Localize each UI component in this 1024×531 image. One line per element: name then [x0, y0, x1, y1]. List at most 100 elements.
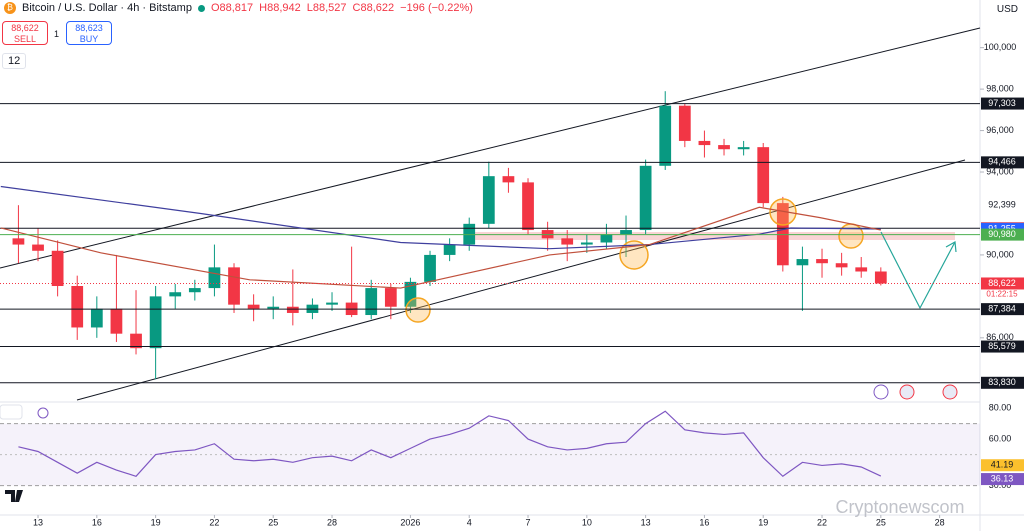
buy-button[interactable]: 88,623 BUY	[66, 21, 112, 45]
rsi-tick-label: 80.00	[989, 402, 1012, 412]
x-tick-label: 16	[92, 517, 102, 527]
ohlc-change: −196 (−0.22%)	[400, 2, 473, 14]
candle-body	[639, 165, 652, 231]
price-tag-label: 85,579	[988, 341, 1016, 351]
candle-body	[404, 281, 417, 307]
watermark: Cryptonewscom	[835, 497, 964, 517]
candle-body	[482, 176, 495, 224]
symbol-icon: ₿	[4, 2, 16, 14]
arrow-head	[945, 241, 957, 253]
price-tag-label: 87,384	[988, 304, 1016, 314]
pane-toggle[interactable]	[0, 404, 23, 420]
x-tick-label: 28	[935, 517, 945, 527]
candle-body	[600, 234, 613, 243]
price-tag-label: 97,303	[988, 98, 1016, 108]
candle-body	[110, 308, 123, 334]
candle-body	[365, 288, 378, 316]
candle-body	[718, 145, 730, 150]
resistance-zone	[475, 232, 955, 240]
price-tag	[981, 473, 1024, 486]
x-tick-label: 25	[876, 517, 886, 527]
symbol-title[interactable]: Bitcoin / U.S. Dollar · 4h · Bitstamp	[22, 2, 192, 14]
candle-body	[620, 230, 632, 235]
highlights	[405, 198, 864, 323]
candle-body	[286, 306, 299, 313]
price-tag	[981, 277, 1024, 290]
candle-body	[149, 296, 162, 349]
x-tick-label: 19	[151, 517, 161, 527]
candle-body	[90, 308, 103, 328]
price-tag	[981, 376, 1024, 389]
symbol-header: ₿ Bitcoin / U.S. Dollar · 4h · Bitstamp …	[4, 2, 473, 14]
price-tag	[981, 303, 1024, 316]
candle-body	[267, 306, 280, 309]
countdown: 01:22:15	[986, 290, 1018, 299]
candle-body	[659, 105, 672, 166]
ohlc-open: O88,817	[210, 2, 254, 14]
candle-body	[12, 238, 25, 245]
candle-body	[228, 267, 240, 305]
event-icon[interactable]	[899, 384, 915, 400]
price-tag-label: 41.19	[991, 460, 1014, 470]
y-tick-label: 100,000	[984, 42, 1017, 52]
sell-price: 88,622	[11, 23, 39, 33]
ohlc-low: L88,527	[306, 2, 347, 14]
pane-icon[interactable]	[37, 407, 49, 419]
moving-average	[0, 185, 881, 250]
candle-body	[32, 244, 44, 251]
x-tick-label: 10	[582, 517, 592, 527]
projection-arrow	[880, 231, 956, 310]
price-tag	[981, 97, 1024, 110]
candle-body	[326, 302, 338, 305]
candle-body	[522, 182, 534, 231]
candle-body	[71, 286, 84, 328]
rsi-line	[18, 410, 882, 478]
x-tick-label: 22	[209, 517, 219, 527]
ohlc-close: C88,622	[352, 2, 395, 14]
sell-button[interactable]: 88,622 SELL	[2, 21, 48, 45]
candles	[12, 91, 887, 380]
price-tag	[981, 459, 1024, 472]
price-tag	[981, 199, 1024, 212]
indicator-toggle[interactable]: 12	[2, 53, 27, 69]
candle-body	[188, 288, 201, 293]
currency[interactable]: USD	[996, 4, 1018, 15]
sell-label: SELL	[13, 34, 37, 44]
candle-body	[561, 238, 574, 245]
price-tag-label: 91,255	[988, 223, 1016, 233]
y-tick-label: 98,000	[986, 83, 1014, 93]
candle-body	[51, 250, 64, 287]
x-tick-label: 2026	[400, 517, 420, 527]
candle-body	[737, 147, 750, 150]
x-tick-label: 13	[33, 517, 43, 527]
candle-body	[424, 254, 436, 282]
spread: 1	[54, 29, 60, 39]
candle-body	[169, 292, 182, 297]
candle-body	[580, 242, 593, 245]
candle-body	[443, 244, 456, 255]
highlight-circle	[769, 198, 797, 226]
x-tick-label: 25	[268, 517, 278, 527]
y-tick-label: 86,000	[986, 332, 1014, 342]
candle-body	[698, 140, 711, 146]
x-tick-label: 19	[758, 517, 768, 527]
moving-average	[0, 206, 881, 289]
candle-body	[502, 176, 515, 183]
candle-body	[247, 304, 260, 309]
logo	[5, 490, 23, 502]
price-tag-label: 90,980	[988, 229, 1016, 239]
event-icon[interactable]	[873, 384, 889, 400]
candle-body	[874, 271, 887, 284]
event-icons	[873, 384, 958, 400]
candle-body	[816, 259, 828, 264]
buy-price: 88,623	[75, 23, 103, 33]
x-tick-label: 13	[641, 517, 651, 527]
price-tag-label: 88,622	[988, 278, 1016, 288]
y-tick-label: 90,000	[986, 249, 1014, 259]
event-icon[interactable]	[942, 384, 958, 400]
candle-body	[208, 267, 221, 289]
x-tick-label: 4	[467, 517, 472, 527]
x-tick-label: 16	[699, 517, 709, 527]
price-tag-label: 83,830	[988, 377, 1016, 387]
